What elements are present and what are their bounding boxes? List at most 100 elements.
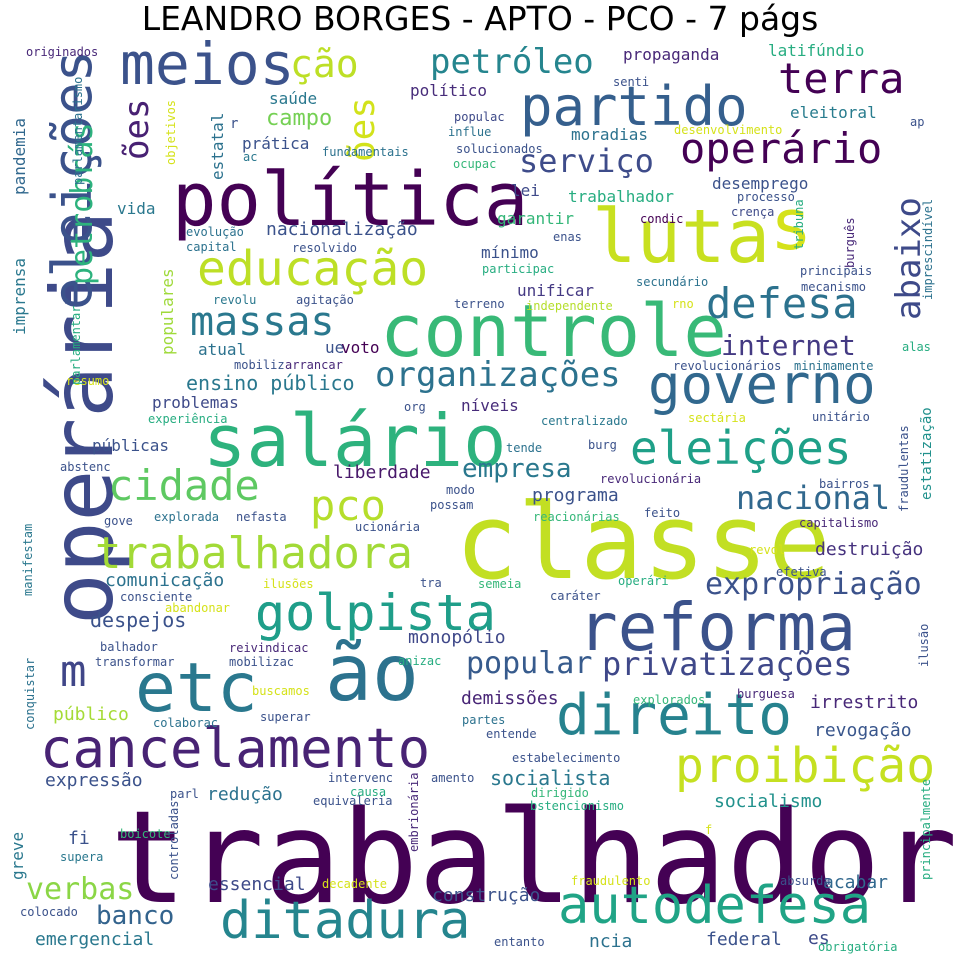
word-ensino-publico: ensino público	[186, 371, 355, 395]
word-manifestam: manifestam	[21, 523, 35, 596]
word-liberdade: liberdade	[333, 462, 431, 483]
word-nefasta: nefasta	[236, 510, 287, 524]
word-cidade: cidade	[108, 461, 260, 510]
word-ue: ue	[325, 338, 345, 357]
word-ilusoes: ilusões	[263, 577, 314, 591]
word-capitalismo: capitalismo	[799, 516, 879, 530]
word-equivaleria: equivaleria	[313, 794, 393, 808]
word-decadente: decadente	[322, 877, 388, 891]
word-tribuna: tribuna	[792, 199, 806, 250]
word-massas: massas	[190, 299, 335, 345]
word-verbas: verbas	[26, 872, 135, 907]
word-reducao: redução	[207, 784, 283, 805]
word-consciente: consciente	[120, 590, 193, 604]
word-processo: processo	[737, 190, 795, 204]
word-centralizado: centralizado	[541, 414, 628, 428]
word-controladas: controladas	[167, 800, 181, 880]
word-partido: partido	[520, 75, 748, 138]
word-condic: condic	[640, 212, 684, 226]
word-conquistar: conquistar	[23, 657, 37, 730]
word-pandemia: pandemia	[10, 117, 29, 195]
word-obrigatoria: obrigatória	[818, 940, 898, 954]
word-nacional: nacional	[736, 479, 891, 517]
word-populares: populares	[158, 268, 177, 355]
word-socialismo: socialismo	[714, 791, 823, 812]
word-governo: governo	[648, 353, 876, 416]
word-problemas: problemas	[152, 393, 239, 412]
word-trabalhadora: trabalhadora	[95, 528, 413, 579]
word-programa: programa	[532, 485, 619, 506]
word-parl: parl	[170, 787, 199, 801]
word-golpista: golpista	[255, 584, 496, 642]
word-burguesa: burguesa	[737, 687, 795, 701]
word-ac: ac	[243, 150, 258, 164]
word-modo: modo	[446, 483, 475, 497]
word-colaborac: colaborac	[153, 716, 219, 730]
word-publicas: públicas	[92, 436, 170, 455]
word-reforma: reforma	[578, 589, 857, 666]
word-campo: campo	[266, 106, 333, 131]
word-participac: participac	[482, 262, 555, 276]
word-pratica: prática	[242, 134, 310, 153]
word-emergencial: emergencial	[35, 929, 155, 950]
word-colocado: colocado	[20, 905, 78, 919]
word-tra: tra	[420, 576, 442, 590]
word-buscamos: buscamos	[252, 684, 310, 698]
word-fraudulentas: fraudulentas	[897, 425, 911, 512]
word-internet: internet	[721, 329, 856, 362]
word-educacao: educação	[197, 241, 429, 297]
word-alas: alas	[902, 340, 931, 354]
word-greve: greve	[8, 831, 27, 880]
word-agitacao: agitação	[296, 293, 354, 307]
word-superar: superar	[260, 710, 311, 724]
word-trabalhador: trabalhador	[568, 187, 674, 206]
word-terra: terra	[778, 54, 905, 103]
word-parlamentarismo: parlamentarismo	[71, 76, 85, 185]
word-senti: senti	[613, 75, 650, 89]
word-entanto: entanto	[494, 935, 545, 949]
word-petroleo: petróleo	[430, 42, 594, 82]
word-dirigido: dirigido	[531, 786, 589, 800]
word-m: m	[60, 646, 87, 697]
word-experiencia: experiência	[148, 412, 228, 426]
word-popular: popular	[466, 646, 593, 681]
word-bairros: bairros	[819, 477, 870, 491]
word-moradias: moradias	[571, 125, 649, 144]
word-boicote: boicote	[120, 827, 171, 841]
word-federal: federal	[706, 929, 782, 950]
word-populac: populac	[454, 110, 505, 124]
word-servico: serviço	[519, 142, 654, 180]
word-gove: gove	[104, 514, 133, 528]
word-enas: enas	[553, 230, 582, 244]
word-amento: amento	[431, 771, 475, 785]
word-r: r	[230, 116, 239, 132]
word-unitario: unitário	[812, 410, 870, 424]
word-salario: salário	[203, 399, 507, 483]
word-latifundio: latifúndio	[768, 41, 865, 60]
word-tende: tende	[506, 441, 543, 455]
word-fraudulento: fraudulento	[571, 874, 651, 888]
word-fi: fi	[68, 828, 90, 849]
word-garantir: garantir	[497, 209, 575, 228]
word-solucionados: solucionados	[456, 142, 543, 156]
word-estabelecimento: estabelecimento	[512, 751, 621, 765]
word-politica: política	[172, 157, 529, 243]
word-influe: influe	[448, 125, 492, 139]
word-ao: ão	[325, 629, 419, 719]
word-org: org	[404, 400, 426, 414]
word-saude: saúde	[269, 89, 318, 108]
word-explorados: explorados	[633, 693, 706, 707]
word-absurda: absurda	[780, 874, 831, 888]
word-socialista: socialista	[490, 766, 611, 790]
word-controle: controle	[380, 289, 727, 373]
word-mobilizac: mobilizac	[229, 655, 295, 669]
word-propaganda: propaganda	[623, 45, 720, 64]
word-ilusao: ilusão	[917, 623, 931, 667]
word-parlamentar: parlamentar	[69, 305, 83, 385]
word-crenca: crença	[731, 205, 775, 219]
word-revolucionarios: revolucionários	[673, 359, 782, 373]
word-proibicao: proibição	[675, 738, 936, 794]
word-efetiva: efetiva	[776, 565, 827, 579]
word-voto: voto	[341, 338, 380, 357]
